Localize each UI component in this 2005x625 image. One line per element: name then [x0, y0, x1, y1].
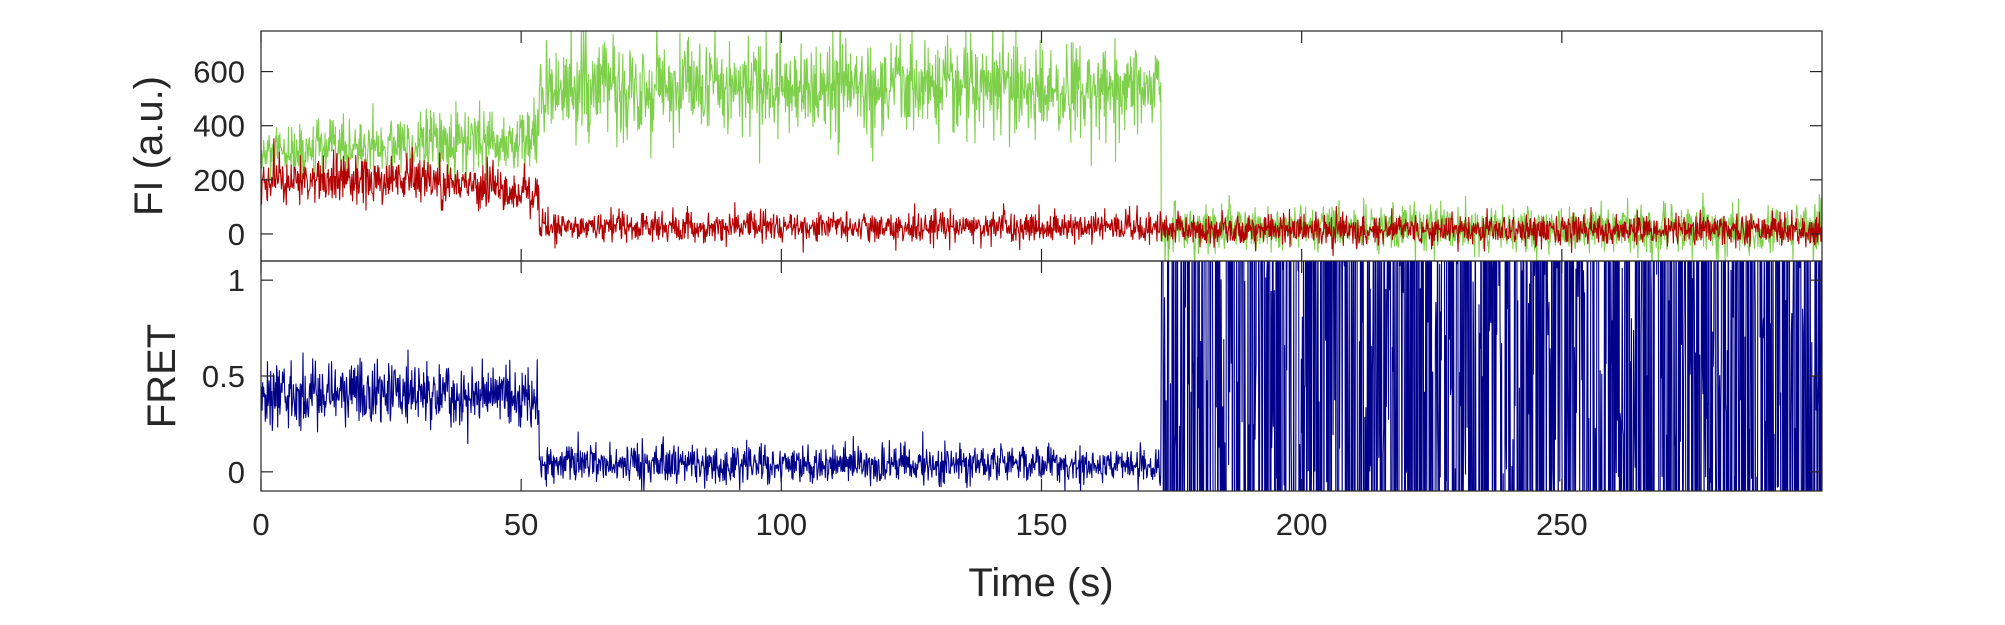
fret-panel: 00.51 0 50 100 150 200 250 FRET Time (s) — [140, 260, 1823, 605]
fluorescence-traces — [261, 31, 1822, 261]
fluorescence-y-axis-label: FI (a.u.) — [127, 76, 171, 216]
fret-series-0-line — [261, 261, 1822, 491]
fret-x-axis: 0 50 100 150 200 250 — [252, 261, 1588, 542]
fluorescence-y-axis: 0 200 400 600 — [193, 55, 1822, 252]
fret-traces — [261, 261, 1822, 491]
fluorescence-panel: 0 200 400 600 FI (a.u.) — [127, 30, 1823, 262]
fluorescence-y-tick-label: 600 — [193, 55, 245, 90]
x-tick-label: 150 — [1016, 507, 1068, 542]
x-axis-label: Time (s) — [968, 561, 1113, 605]
fluorescence-y-tick-label: 400 — [193, 109, 245, 144]
x-tick-label: 0 — [252, 507, 269, 542]
fret-y-tick-label: 0 — [228, 455, 245, 490]
fluorescence-x-ticks — [260, 31, 1563, 261]
x-tick-label: 200 — [1276, 507, 1328, 542]
x-tick-label: 250 — [1536, 507, 1588, 542]
x-tick-label: 50 — [504, 507, 538, 542]
fluorescence-series-1-line — [261, 138, 1822, 257]
fluorescence-series-0-line — [261, 31, 1822, 261]
fret-y-tick-label: 1 — [228, 263, 245, 298]
fluorescence-y-tick-label: 200 — [193, 163, 245, 198]
fret-y-axis-label: FRET — [140, 324, 184, 428]
fret-y-tick-label: 0.5 — [202, 359, 245, 394]
fret-y-axis: 00.51 — [202, 263, 1822, 490]
x-tick-label: 100 — [755, 507, 807, 542]
fluorescence-y-tick-label: 0 — [228, 217, 245, 252]
